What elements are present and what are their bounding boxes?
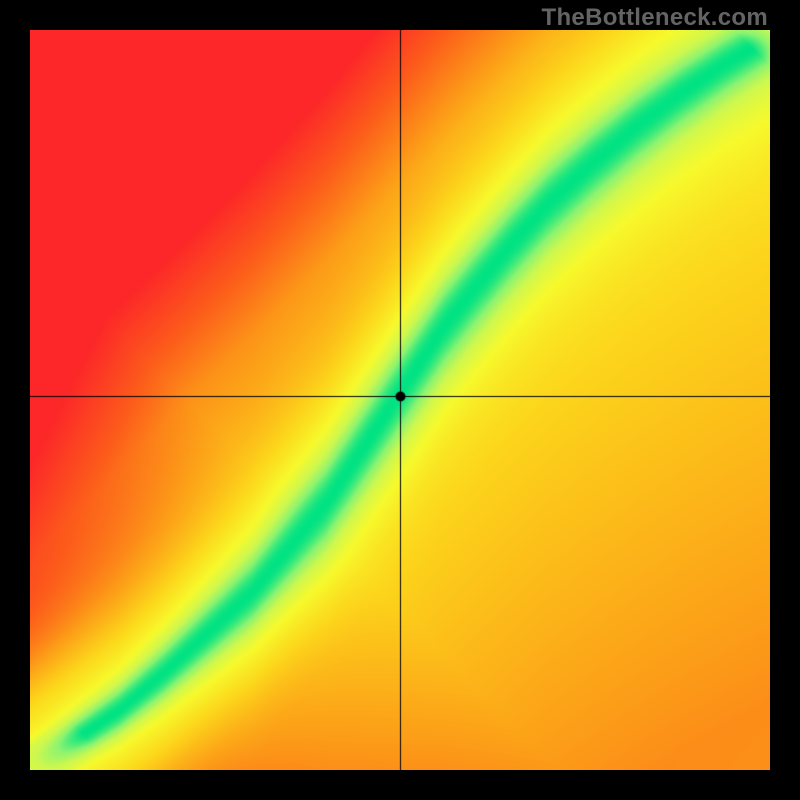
watermark-text: TheBottleneck.com xyxy=(542,4,768,32)
chart-container: TheBottleneck.com xyxy=(0,0,800,800)
bottleneck-heatmap xyxy=(30,30,770,770)
